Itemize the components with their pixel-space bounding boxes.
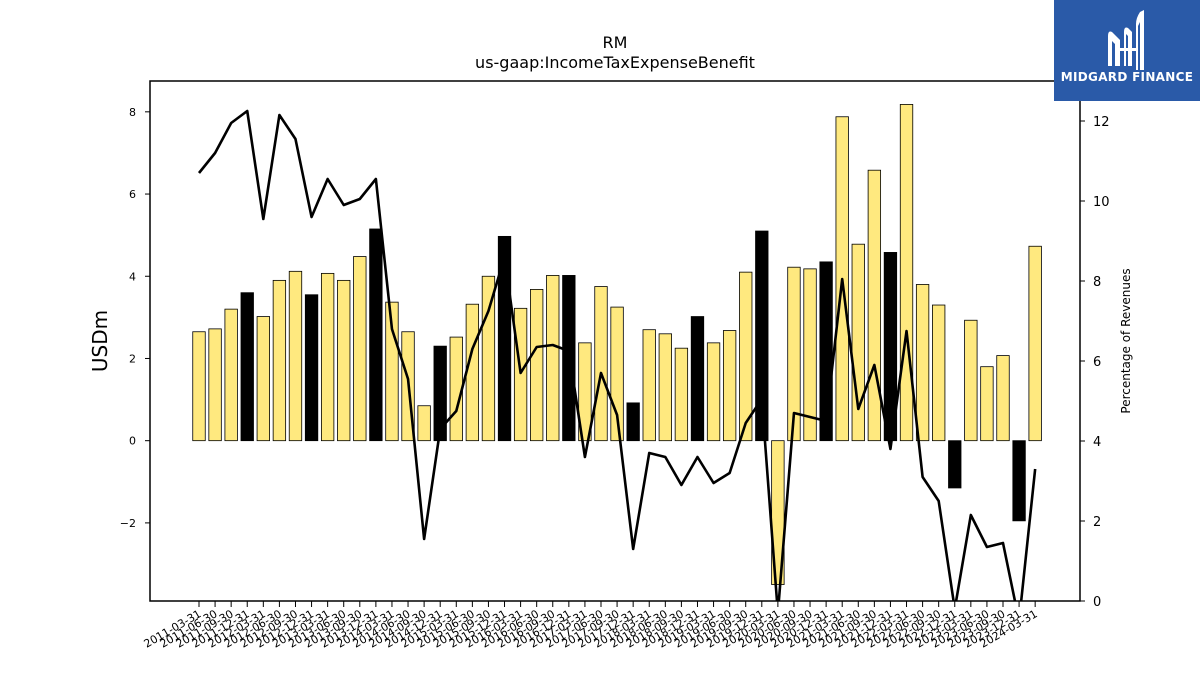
bar [851, 243, 865, 442]
bar [224, 308, 238, 442]
y-tick-label: −2 [120, 517, 136, 530]
y2-tick-label: 6 [1093, 355, 1101, 370]
y-tick-label: 4 [129, 270, 136, 283]
bar [288, 270, 303, 442]
y2-tick-label: 12 [1093, 115, 1110, 130]
chart-title: RM [603, 33, 628, 52]
bar [497, 235, 512, 442]
y-tick-label: 0 [129, 435, 136, 448]
bar [208, 328, 222, 442]
bar [369, 228, 383, 442]
y-tick-label: 8 [129, 106, 136, 119]
bar [1028, 245, 1042, 442]
logo-text: MIDGARD FINANCE [1060, 70, 1194, 84]
y2-tick-label: 0 [1093, 595, 1101, 610]
bar [706, 342, 721, 442]
midgard-finance-logo: MIDGARD FINANCE [1054, 0, 1200, 101]
bar [867, 169, 882, 442]
bar [449, 336, 463, 442]
bar [755, 230, 769, 442]
bar [803, 268, 817, 442]
bar [240, 292, 254, 442]
bar [513, 307, 528, 442]
series-line [197, 109, 1037, 601]
bar [787, 266, 801, 442]
bar [964, 319, 978, 442]
bar [417, 405, 431, 442]
bar [1012, 440, 1026, 522]
bar [433, 345, 447, 442]
bar [932, 304, 946, 442]
bar [948, 440, 962, 489]
y-tick-label: 6 [129, 188, 136, 201]
bar [674, 347, 689, 442]
bar [530, 289, 544, 442]
bar [642, 329, 656, 442]
bar [594, 286, 608, 442]
bar [915, 284, 930, 442]
bar [899, 104, 914, 442]
bar [320, 272, 335, 442]
bar [980, 366, 994, 442]
bar [690, 316, 705, 442]
plot-frame [149, 80, 1081, 602]
bar [256, 316, 270, 442]
bar [996, 355, 1010, 442]
bar [272, 279, 287, 442]
bar [304, 294, 319, 442]
bar [337, 279, 351, 442]
y-tick-label: 2 [129, 352, 136, 365]
chart-subtitle: us-gaap:IncomeTaxExpenseBenefit [475, 53, 755, 72]
bar [481, 275, 496, 442]
bar [739, 271, 753, 442]
y2-tick-label: 2 [1093, 515, 1101, 530]
bar [546, 275, 560, 442]
y2-tick-label: 4 [1093, 435, 1101, 450]
bar [578, 342, 592, 442]
y2-tick-label: 10 [1093, 195, 1110, 210]
y-axis-label: USDm [88, 310, 112, 372]
bar [658, 333, 672, 442]
bar [465, 303, 480, 442]
bar [353, 256, 367, 442]
y2-tick-label: 8 [1093, 275, 1101, 290]
bar [722, 330, 737, 442]
bar [626, 402, 640, 442]
bar [192, 331, 206, 442]
y2-axis-label: Percentage of Revenues [1119, 268, 1133, 413]
logo-mark-icon [1108, 10, 1144, 70]
